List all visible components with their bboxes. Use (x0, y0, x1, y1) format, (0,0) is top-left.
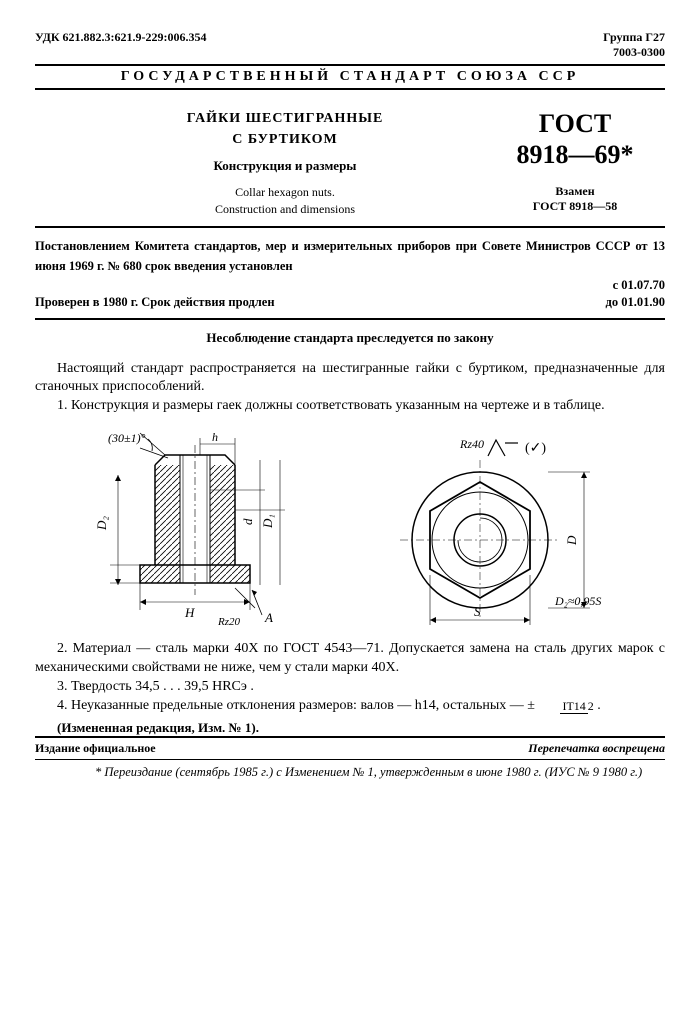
group-code: Группа Г27 (603, 30, 665, 45)
svg-text:A: A (264, 610, 273, 625)
para-5: 4. Неуказанные предельные отклонения раз… (35, 697, 665, 716)
svg-text:D₁: D₁ (260, 514, 275, 529)
udk-code: УДК 621.882.3:621.9-229:006.354 (35, 30, 207, 60)
svg-text:Rz40: Rz40 (459, 437, 484, 451)
svg-text:h: h (212, 430, 218, 444)
svg-text:d: d (240, 518, 255, 525)
title-en-2: Construction and dimensions (95, 201, 475, 218)
gost-number: 8918—69* (485, 139, 665, 170)
product-code: 7003-0300 (603, 45, 665, 60)
changed-edition: (Измененная редакция, Изм. № 1). (35, 720, 665, 736)
svg-text:D₂≈0,95S: D₂≈0,95S (554, 594, 601, 608)
footer-bar: Издание официальное Перепечатка воспреще… (35, 736, 665, 760)
replaces-number: ГОСТ 8918—58 (485, 199, 665, 214)
checked-text: Проверен в 1980 г. Срок действия продлен (35, 295, 275, 310)
title-left: ГАЙКИ ШЕСТИГРАННЫЕ С БУРТИКОМ Конструкци… (35, 108, 485, 218)
footnote: * Переиздание (сентябрь 1985 г.) с Измен… (35, 760, 665, 782)
footer-left: Издание официальное (35, 741, 156, 756)
replaces-label: Взамен (485, 184, 665, 199)
svg-text:H: H (184, 605, 195, 620)
svg-text:Rz20: Rz20 (217, 616, 241, 628)
plan-view: Rz40 (✓) D S D₂≈0,95S (370, 430, 630, 630)
title-ru-sub: Конструкция и размеры (95, 158, 475, 174)
para-3: 2. Материал — сталь марки 40Х по ГОСТ 45… (35, 640, 665, 678)
svg-text:(✓): (✓) (525, 441, 546, 456)
gost-label: ГОСТ (485, 108, 665, 139)
para-4: 3. Твердость 34,5 . . . 39,5 HRCэ . (35, 678, 665, 697)
svg-text:D₂: D₂ (94, 516, 109, 531)
law-warning: Несоблюдение стандарта преследуется по з… (35, 330, 665, 346)
divider (35, 318, 665, 320)
divider (35, 226, 665, 228)
title-ru-1: ГАЙКИ ШЕСТИГРАННЫЕ (95, 108, 475, 129)
title-en-1: Collar hexagon nuts. (95, 184, 475, 201)
title-right: ГОСТ 8918—69* Взамен ГОСТ 8918—58 (485, 108, 665, 214)
decree-text: Постановлением Комитета стандартов, мер … (35, 236, 665, 276)
para-2: 1. Конструкция и размеры гаек должны соо… (35, 397, 665, 416)
svg-text:D: D (564, 535, 579, 546)
svg-text:(30±1)°: (30±1)° (108, 431, 146, 445)
technical-drawing: (30±1)° h D₂ d D₁ H Rz20 A Rz40 (35, 430, 665, 630)
banner-title: ГОСУДАРСТВЕННЫЙ СТАНДАРТ СОЮЗА ССР (35, 64, 665, 90)
section-view: (30±1)° h D₂ d D₁ H Rz20 A (70, 430, 300, 630)
date-to: до 01.01.90 (606, 295, 665, 310)
footer-right: Перепечатка воспрещена (528, 741, 665, 756)
title-ru-2: С БУРТИКОМ (95, 129, 475, 150)
para-1: Настоящий стандарт распространяется на ш… (35, 360, 665, 398)
date-from: с 01.07.70 (613, 278, 665, 293)
svg-text:S: S (474, 604, 481, 619)
